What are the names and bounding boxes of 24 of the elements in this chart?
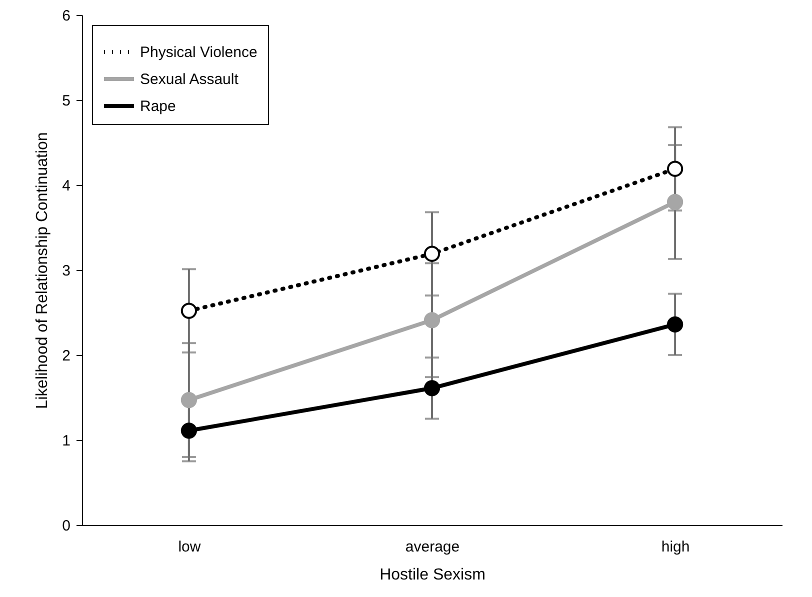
x-axis-title: Hostile Sexism <box>380 566 486 584</box>
point <box>424 380 440 396</box>
y-tick-label: 3 <box>62 262 70 280</box>
point <box>424 312 440 328</box>
legend-label: Rape <box>140 98 176 115</box>
point <box>424 246 440 262</box>
point <box>180 302 198 319</box>
y-tick-label: 1 <box>62 432 70 450</box>
y-tick-label: 0 <box>62 518 70 534</box>
y-tick-label: 5 <box>62 92 70 110</box>
point <box>666 160 684 177</box>
legend-label: Sexual Assault <box>140 71 240 88</box>
y-tick-label: 4 <box>62 178 70 194</box>
x-tick-label: average <box>405 538 460 556</box>
x-tick-label: low <box>178 538 201 556</box>
point <box>666 316 684 332</box>
point <box>666 194 684 210</box>
point <box>180 422 198 439</box>
point <box>180 392 198 408</box>
y-tick-label: 2 <box>62 348 70 364</box>
y-tick-label: 6 <box>62 8 70 24</box>
legend-label: Physical Violence <box>140 44 258 61</box>
y-axis-title: Likelihood of Relationship Continuation <box>34 132 52 409</box>
x-tick-label: high <box>661 538 690 556</box>
